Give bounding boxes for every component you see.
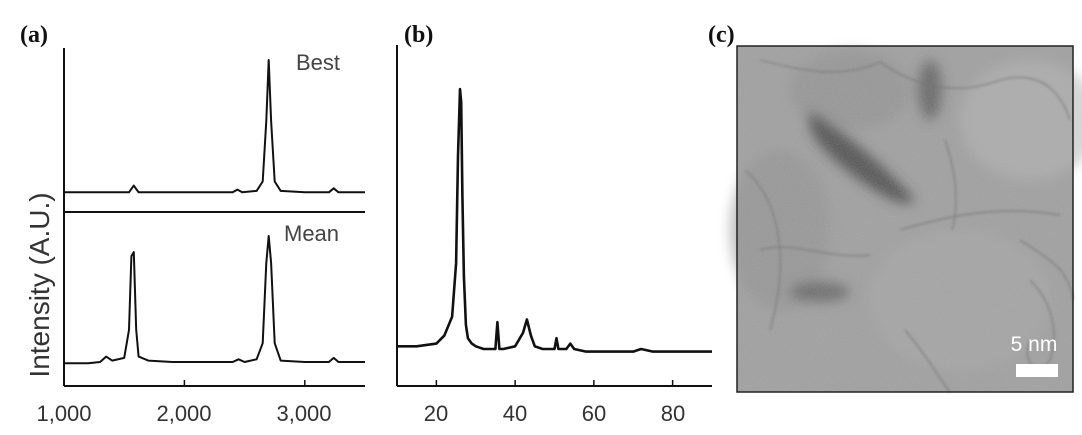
- panel-b: (b) 20 40 60 80: [396, 22, 712, 426]
- x-tick-label: 80: [661, 401, 685, 426]
- series-label-best: Best: [296, 50, 340, 75]
- panel-c: (c): [708, 22, 1082, 393]
- x-tick-label: 60: [582, 401, 606, 426]
- x-tick-marks: [63, 380, 306, 386]
- x-tick-label: 2,000: [156, 401, 211, 426]
- series-line-best: [64, 59, 365, 194]
- scale-bar-label: 5 nm: [1011, 333, 1058, 356]
- scale-bar: 5 nm: [1011, 333, 1058, 377]
- x-tick-label: 3,000: [276, 401, 331, 426]
- panel-b-label: (b): [404, 22, 433, 48]
- y-axis-title: Intensity (A.U.): [24, 192, 55, 377]
- panel-a: (a) Intensity (A.U.) Best Mean 1,000 2,0…: [20, 22, 365, 426]
- scale-bar-rect: [1016, 364, 1058, 377]
- series-line-xrd: [397, 87, 712, 353]
- panel-c-label: (c): [708, 22, 735, 48]
- x-tick-marks: [435, 380, 674, 386]
- series-label-mean: Mean: [284, 221, 339, 246]
- series-line-mean: [64, 235, 365, 365]
- panel-a-label: (a): [20, 22, 48, 48]
- x-tick-label: 40: [503, 401, 527, 426]
- tem-image: [730, 45, 1082, 393]
- x-tick-label: 20: [424, 401, 448, 426]
- x-tick-label: 1,000: [36, 401, 91, 426]
